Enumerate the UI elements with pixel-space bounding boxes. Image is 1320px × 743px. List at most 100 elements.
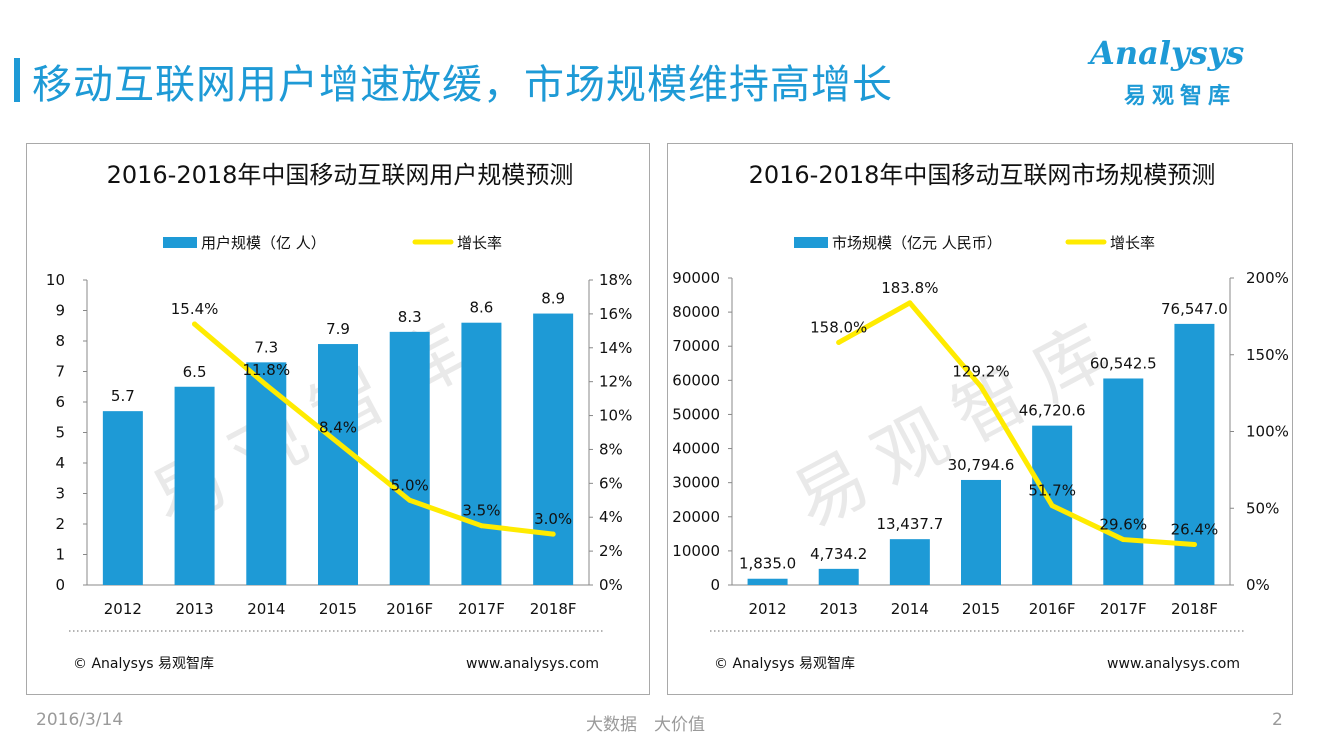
bar-value-label: 76,547.0 [1161, 300, 1228, 318]
growth-rate-point [1191, 541, 1197, 547]
y2-tick-label: 6% [599, 474, 623, 492]
x-tick-label: 2014 [891, 600, 929, 618]
chart-title: 2016-2018年中国移动互联网用户规模预测 [107, 161, 574, 189]
page-number: 2 [1272, 710, 1283, 730]
y-tick-label: 5 [55, 424, 65, 442]
y-tick-label: 0 [55, 576, 65, 594]
growth-rate-label: 11.8% [242, 361, 290, 379]
growth-rate-label: 29.6% [1099, 516, 1147, 534]
growth-rate-point [1049, 503, 1055, 509]
growth-rate-label: 129.2% [952, 363, 1009, 381]
y-tick-label: 6 [55, 393, 65, 411]
growth-rate-point [478, 523, 484, 529]
y-tick-label: 8 [55, 332, 65, 350]
x-tick-label: 2013 [175, 600, 213, 618]
y-tick-label: 4 [55, 454, 65, 472]
bar [389, 331, 430, 585]
growth-rate-label: 183.8% [881, 279, 938, 297]
bar-value-label: 5.7 [111, 387, 135, 405]
x-tick-label: 2017F [458, 600, 505, 618]
legend-swatch-bar [794, 237, 828, 248]
x-tick-label: 2015 [962, 600, 1000, 618]
growth-rate-label: 158.0% [810, 318, 867, 336]
source-url: www.analysys.com [466, 656, 599, 672]
y2-tick-label: 2% [599, 542, 623, 560]
legend-label-bar: 市场规模（亿元 人民币） [832, 234, 1002, 252]
y2-tick-label: 150% [1246, 346, 1289, 364]
analysys-logo: Analysys 易观智库 [1090, 34, 1290, 114]
y-tick-label: 50000 [672, 405, 720, 423]
x-tick-label: 2016F [1029, 600, 1076, 618]
growth-rate-point [978, 384, 984, 390]
bar-value-label: 1,835.0 [739, 555, 796, 573]
footer-date: 2016/3/14 [36, 710, 124, 730]
y-tick-label: 40000 [672, 440, 720, 458]
source-label: © Analysys 易观智库 [73, 656, 214, 672]
bar-value-label: 8.3 [398, 308, 422, 326]
growth-rate-label: 51.7% [1028, 482, 1076, 500]
x-tick-label: 2015 [319, 600, 357, 618]
y2-tick-label: 14% [599, 339, 632, 357]
y2-tick-label: 0% [599, 576, 623, 594]
y-tick-label: 90000 [672, 269, 720, 287]
growth-rate-point [192, 321, 198, 327]
bar [246, 362, 287, 585]
y-tick-label: 7 [55, 363, 65, 381]
watermark: 易观智库 [780, 300, 1137, 543]
x-tick-label: 2018F [1171, 600, 1218, 618]
x-tick-label: 2013 [820, 600, 858, 618]
x-tick-label: 2017F [1100, 600, 1147, 618]
x-tick-label: 2018F [530, 600, 577, 618]
bar [318, 344, 358, 585]
bar-value-label: 13,437.7 [876, 515, 943, 533]
bar [533, 313, 574, 585]
x-tick-label: 2014 [247, 600, 285, 618]
y2-tick-label: 200% [1246, 269, 1289, 287]
user-scale-chart-panel: 易观智库 2016-2018年中国移动互联网用户规模预测 用户规模（亿 人） 增长率 0… [26, 143, 650, 695]
x-tick-label: 2016F [386, 600, 433, 618]
y2-tick-label: 0% [1246, 576, 1270, 594]
bar-value-label: 7.9 [326, 320, 350, 338]
bar-value-label: 7.3 [254, 338, 278, 356]
growth-rate-point [836, 339, 842, 345]
legend-label-line: 增长率 [457, 234, 502, 252]
y2-tick-label: 10% [599, 407, 632, 425]
y2-tick-label: 100% [1246, 423, 1289, 441]
y-tick-label: 10 [46, 271, 65, 289]
x-tick-label: 2012 [104, 600, 142, 618]
growth-rate-point [550, 531, 556, 537]
legend-label-line: 增长率 [1110, 234, 1155, 252]
source-url: www.analysys.com [1107, 656, 1240, 672]
y-tick-label: 70000 [672, 337, 720, 355]
legend-swatch-bar [163, 237, 197, 248]
growth-rate-point [907, 300, 913, 306]
growth-rate-point [335, 440, 341, 446]
growth-rate-point [1120, 537, 1126, 543]
growth-rate-point [263, 382, 269, 388]
y-tick-label: 1 [55, 546, 65, 564]
growth-rate-point [407, 497, 413, 503]
y-tick-label: 30000 [672, 474, 720, 492]
y-tick-label: 3 [55, 485, 65, 503]
y2-tick-label: 50% [1246, 499, 1279, 517]
growth-rate-label: 26.4% [1171, 520, 1219, 538]
y2-tick-label: 4% [599, 508, 623, 526]
y-tick-label: 0 [710, 576, 720, 594]
growth-rate-label: 3.5% [462, 502, 500, 520]
growth-rate-label: 5.0% [391, 476, 429, 494]
bar-value-label: 8.6 [469, 299, 493, 317]
y-tick-label: 2 [55, 515, 65, 533]
bar [1103, 378, 1144, 585]
y2-tick-label: 18% [599, 271, 632, 289]
bar-value-label: 30,794.6 [948, 456, 1015, 474]
y-tick-label: 80000 [672, 303, 720, 321]
bar-value-label: 4,734.2 [810, 545, 867, 563]
y2-tick-label: 12% [599, 373, 632, 391]
page-title: 移动互联网用户增速放缓，市场规模维持高增长 [32, 62, 893, 108]
y-tick-label: 9 [55, 302, 65, 320]
footer-slogan: 大数据 大价值 [586, 715, 705, 735]
logo-chinese: 易观智库 [1124, 84, 1237, 109]
bar [461, 322, 502, 585]
bar-value-label: 46,720.6 [1019, 402, 1086, 420]
